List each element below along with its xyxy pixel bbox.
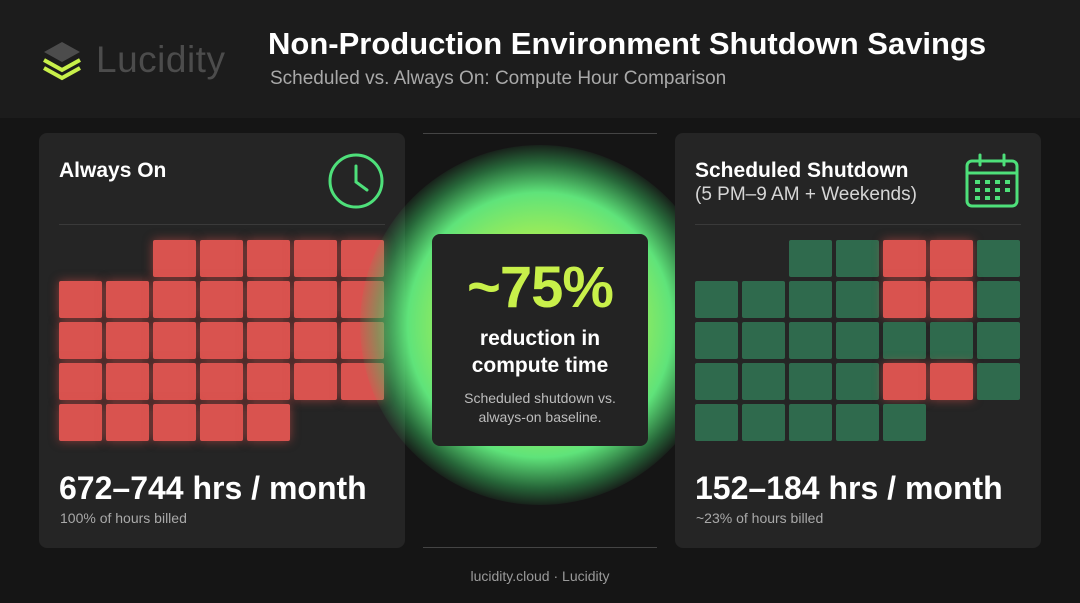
shutdown-hour-block	[789, 281, 832, 318]
savings-note-line1: Scheduled shutdown vs.	[464, 390, 616, 406]
billed-hour-block	[294, 363, 337, 400]
shutdown-hour-block	[789, 363, 832, 400]
card-title: Always On	[59, 159, 167, 182]
billed-hour-block	[153, 404, 196, 441]
calendar-icon	[965, 153, 1019, 208]
savings-note: Scheduled shutdown vs. always-on baselin…	[442, 389, 638, 427]
billed-hour-block	[294, 240, 337, 277]
savings-label: reduction in compute time	[432, 325, 648, 379]
shutdown-hour-block	[789, 322, 832, 359]
shutdown-hour-block	[883, 322, 926, 359]
clock-icon	[328, 153, 384, 209]
billed-hour-block	[200, 281, 243, 318]
billed-hour-block	[106, 404, 149, 441]
shutdown-hour-block	[836, 322, 879, 359]
billed-hour-block	[294, 322, 337, 359]
billed-hour-block	[200, 240, 243, 277]
billed-hour-block	[59, 363, 102, 400]
billed-hour-block	[930, 363, 973, 400]
shutdown-hour-block	[836, 281, 879, 318]
billed-hour-block	[59, 281, 102, 318]
billed-hour-block	[106, 281, 149, 318]
card-subtitle: (5 PM–9 AM + Weekends)	[695, 184, 917, 205]
scheduled-shutdown-card: Scheduled Shutdown (5 PM–9 AM + Weekends…	[675, 133, 1041, 548]
savings-note-line2: always-on baseline.	[478, 409, 602, 425]
shutdown-hour-block	[977, 322, 1020, 359]
billed-hour-block	[106, 322, 149, 359]
shutdown-hour-block	[836, 363, 879, 400]
billed-hour-block	[247, 322, 290, 359]
billed-hour-block	[59, 322, 102, 359]
billed-hour-block	[106, 363, 149, 400]
footer: lucidity.cloud · Lucidity	[470, 568, 610, 584]
divider	[695, 224, 1021, 225]
billed-hour-block	[930, 240, 973, 277]
hours-note: ~23% of hours billed	[696, 510, 824, 526]
hours-grid	[695, 240, 1021, 446]
page-title: Non-Production Environment Shutdown Savi…	[268, 26, 987, 61]
billed-hour-block	[247, 363, 290, 400]
billed-hour-block	[930, 281, 973, 318]
billed-hour-block	[294, 281, 337, 318]
billed-hour-block	[153, 322, 196, 359]
billed-hour-block	[200, 363, 243, 400]
billed-hour-block	[247, 240, 290, 277]
shutdown-hour-block	[883, 404, 926, 441]
shutdown-hour-block	[789, 240, 832, 277]
shutdown-hour-block	[742, 322, 785, 359]
shutdown-hour-block	[977, 240, 1020, 277]
shutdown-hour-block	[789, 404, 832, 441]
billed-hour-block	[153, 363, 196, 400]
shutdown-hour-block	[742, 404, 785, 441]
divider-bottom	[423, 547, 657, 548]
shutdown-hour-block	[977, 281, 1020, 318]
billed-hour-block	[247, 281, 290, 318]
billed-hour-block	[883, 281, 926, 318]
shutdown-hour-block	[695, 322, 738, 359]
billed-hour-block	[153, 240, 196, 277]
shutdown-hour-block	[695, 281, 738, 318]
billed-hour-block	[247, 404, 290, 441]
billed-hour-block	[153, 281, 196, 318]
shutdown-hour-block	[836, 404, 879, 441]
divider	[59, 224, 385, 225]
header: Lucidity Non-Production Environment Shut…	[0, 0, 1080, 118]
savings-percent: ~75%	[467, 255, 614, 320]
logo: Lucidity	[38, 36, 225, 84]
shutdown-hour-block	[836, 240, 879, 277]
billed-hour-block	[59, 404, 102, 441]
billed-hour-block	[883, 240, 926, 277]
shutdown-hour-block	[695, 404, 738, 441]
savings-label-line2: compute time	[471, 354, 609, 377]
billed-hour-block	[200, 322, 243, 359]
savings-callout: ~75% reduction in compute time Scheduled…	[432, 234, 648, 446]
shutdown-hour-block	[695, 363, 738, 400]
billed-hour-block	[200, 404, 243, 441]
hours-note: 100% of hours billed	[60, 510, 187, 526]
hours-stat: 672–744 hrs / month	[59, 470, 367, 506]
divider-top	[423, 133, 657, 134]
shutdown-hour-block	[742, 281, 785, 318]
lucidity-logo-icon	[43, 42, 81, 81]
shutdown-hour-block	[742, 363, 785, 400]
savings-label-line1: reduction in	[479, 327, 601, 350]
logo-text: Lucidity	[96, 39, 226, 80]
card-title: Scheduled Shutdown	[695, 159, 909, 182]
shutdown-hour-block	[977, 363, 1020, 400]
hours-grid	[59, 240, 385, 446]
page-subtitle: Scheduled vs. Always On: Compute Hour Co…	[270, 68, 727, 89]
hours-stat: 152–184 hrs / month	[695, 470, 1003, 506]
always-on-card: Always On 672–744 hrs / month 100% of ho…	[39, 133, 405, 548]
billed-hour-block	[883, 363, 926, 400]
shutdown-hour-block	[930, 322, 973, 359]
